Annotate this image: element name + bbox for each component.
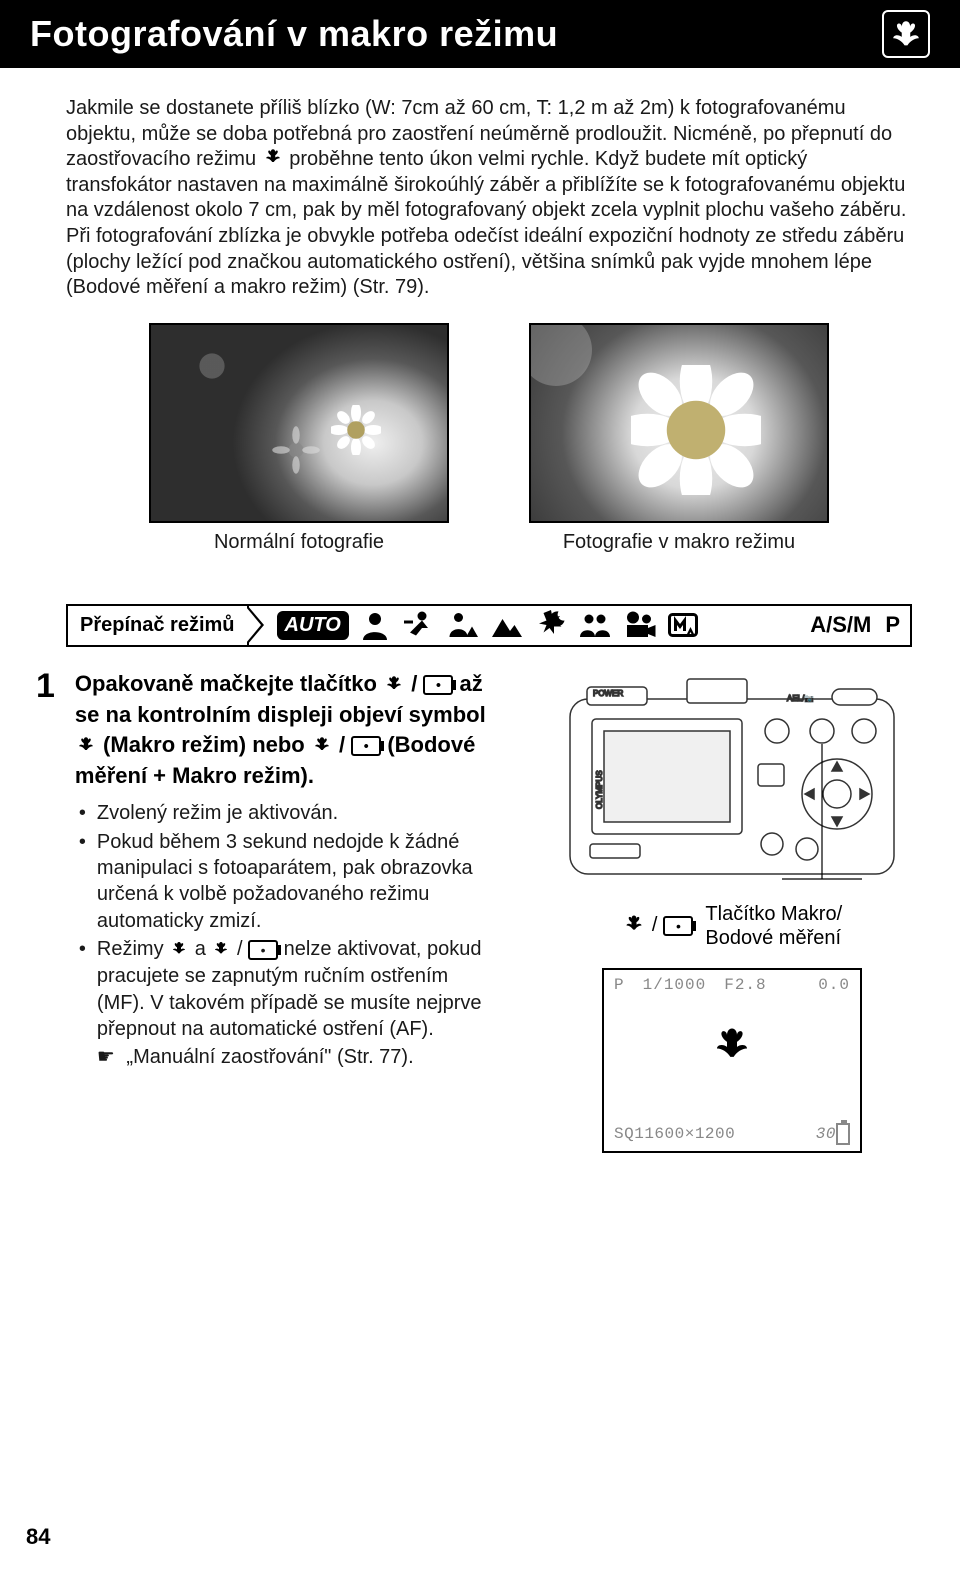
pointer-hand-icon: ☛ — [97, 1044, 115, 1069]
macro-button-label: / Tlačítko Makro/ Bodové měření — [622, 902, 842, 950]
spot-metering-icon — [351, 736, 381, 756]
svg-text:POWER: POWER — [593, 689, 623, 698]
mode-landscape-icon — [489, 610, 525, 640]
caption-normal: Normální fotografie — [149, 531, 449, 554]
macro-icon — [385, 670, 403, 700]
mode-night-icon — [533, 610, 569, 640]
reference-line: ☛ „Manuální zaostřování" (Str. 77). — [75, 1044, 532, 1069]
bullet-3: Režimy a / nelze aktivovat, pokud pracuj… — [75, 936, 495, 1042]
step-heading: Opakovaně mačkejte tlačítko / až se na k… — [75, 669, 495, 790]
mode-icons-row: AUTO A/S/M P — [277, 610, 900, 640]
svg-text:AEL/📷: AEL/📷 — [787, 694, 814, 703]
caption-macro: Fotografie v makro režimu — [529, 531, 829, 554]
lcd-bottom-row: SQ1 1600×1200 30 — [614, 1123, 850, 1145]
mode-switch-label: Přepínač režimů — [68, 606, 249, 645]
macro-icon — [171, 937, 187, 963]
macro-icon — [313, 731, 331, 761]
mode-auto-badge: AUTO — [277, 611, 349, 640]
bullet-1: Zvolený režim je aktivován. — [75, 800, 495, 826]
example-photos-row — [66, 323, 912, 523]
mode-sports-icon — [401, 610, 437, 640]
spot-metering-icon — [423, 675, 453, 695]
mode-p-text: P — [885, 612, 900, 638]
svg-text:OLYMPUS: OLYMPUS — [595, 770, 604, 809]
mode-mymode-icon — [665, 610, 701, 640]
lcd-center-icon — [712, 1023, 752, 1068]
spot-metering-icon — [663, 916, 693, 936]
step-bullets: Zvolený režim je aktivován. Pokud během … — [75, 800, 495, 1042]
page-number: 84 — [26, 1524, 50, 1550]
mode-portrait-icon — [357, 610, 393, 640]
step-number: 1 — [36, 669, 55, 703]
header-bar: Fotografování v makro režimu — [0, 0, 960, 68]
macro-icon — [213, 937, 229, 963]
lcd-top-row: P 1/1000 F2.8 0.0 — [604, 970, 860, 1000]
camera-illustration-column: POWER AEL/📷 OLYMPUS / Tlačítko Makro/ Bo… — [552, 669, 912, 1153]
caption-row: Normální fotografie Fotografie v makro r… — [66, 531, 912, 554]
normal-photo — [149, 323, 449, 523]
page-title: Fotografování v makro režimu — [30, 13, 558, 55]
mode-movie-icon — [621, 610, 657, 640]
mode-asm-text: A/S/M — [810, 612, 871, 638]
macro-photo — [529, 323, 829, 523]
macro-icon — [77, 731, 95, 761]
mode-self-portrait-icon — [577, 610, 613, 640]
lcd-screen: P 1/1000 F2.8 0.0 SQ1 1600×1200 30 — [602, 968, 862, 1153]
macro-icon — [264, 147, 282, 173]
bullet-2: Pokud během 3 sekund nedojde k žádné man… — [75, 829, 495, 935]
mode-landscape-portrait-icon — [445, 610, 481, 640]
button-label-text: Tlačítko Makro/ Bodové měření — [705, 902, 842, 950]
camera-back-illustration: POWER AEL/📷 OLYMPUS — [562, 669, 902, 894]
spot-metering-icon — [248, 940, 278, 960]
intro-paragraph: Jakmile se dostanete příliš blízko (W: 7… — [66, 96, 912, 301]
battery-icon — [836, 1123, 850, 1145]
mode-switch-strip: Přepínač režimů AUTO A/S/M P — [66, 604, 912, 647]
macro-icon — [624, 913, 644, 939]
macro-tulip-icon — [882, 10, 930, 58]
